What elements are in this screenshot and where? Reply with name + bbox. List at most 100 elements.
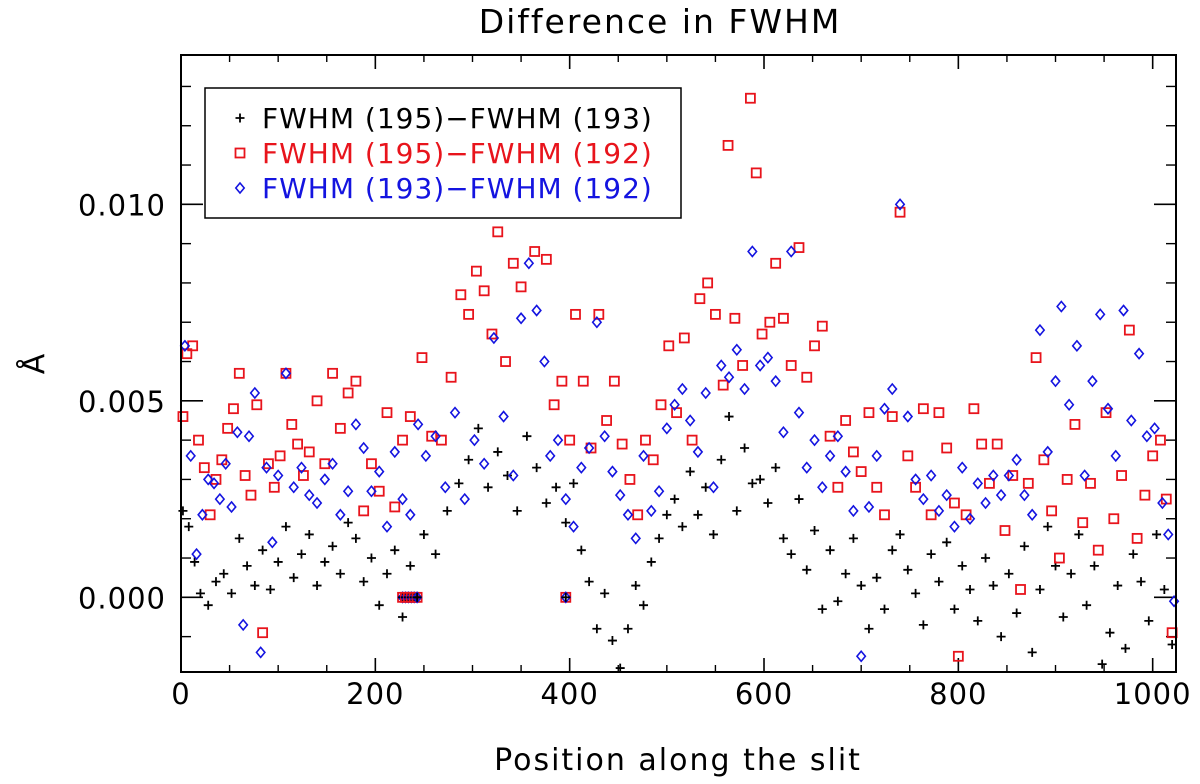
point-square [222,422,234,434]
point-square [1046,505,1058,517]
point-plus [654,533,664,543]
point-diamond [1056,300,1067,313]
point-square [976,438,988,450]
point-plus [1043,522,1053,532]
point-square [245,489,257,501]
point-plus [576,545,586,555]
point-plus [359,577,369,587]
point-plus [879,604,889,614]
point-diamond [817,481,828,494]
point-square [366,458,377,470]
point-diamond [544,449,556,463]
point-diamond [925,469,937,482]
point-square [745,92,756,104]
point-diamond [949,520,960,533]
legend: FWHM (195)−FWHM (193) FWHM (195)−FWHM (1… [204,87,682,219]
series-plus [178,412,1177,673]
point-diamond [770,374,781,388]
point-plus [190,557,200,567]
point-plus [872,573,882,583]
point-square [239,470,251,481]
point-plus [973,616,983,626]
point-plus [693,510,703,520]
point-plus [473,423,483,433]
point-diamond [478,457,490,470]
point-diamond [646,504,657,518]
point-diamond [863,500,875,514]
point-plus [454,478,464,488]
point-plus [646,557,656,567]
point-plus [561,518,571,528]
point-diamond [552,433,564,447]
point-diamond [469,433,480,447]
point-diamond [1094,308,1106,321]
legend-marker [234,181,246,195]
point-diamond [197,508,208,522]
chart-title: Difference in FWHM [479,2,842,41]
point-diamond [1157,496,1168,510]
point-diamond [894,198,906,211]
point-plus [532,463,542,473]
point-plus [419,529,429,539]
point-square [327,367,338,379]
point-plus [1035,584,1045,594]
point-plus [442,506,452,516]
point-square [941,442,953,454]
point-square [334,422,346,434]
point-plus [265,584,275,594]
point-square [832,481,844,493]
point-square [632,509,644,521]
point-square [1038,454,1050,466]
point-plus [670,494,680,504]
point-diamond [995,488,1007,502]
point-square [1123,324,1135,336]
point-plus [1004,569,1014,579]
point-square [702,277,714,289]
point-plus [483,482,493,492]
point-square [540,253,552,265]
point-plus [934,577,944,587]
point-diamond [1149,422,1160,435]
point-diamond [179,339,191,353]
point-plus [390,545,400,555]
point-square [991,438,1003,450]
point-diamond [185,449,196,463]
point-plus [708,529,718,539]
point-square [570,308,581,320]
point-plus [841,569,851,579]
point-plus [895,529,905,539]
point-plus [848,533,858,543]
point-plus [1066,569,1076,579]
point-diamond [296,461,307,474]
point-plus [1058,612,1068,622]
point-plus [833,596,843,606]
point-square [1147,450,1159,462]
point-diamond [202,473,214,486]
point-square [263,458,274,470]
point-square [1108,513,1120,525]
point-square [1100,407,1112,419]
point-plus [732,506,742,516]
point-plus [911,588,921,598]
point-square [311,395,323,407]
point-plus [864,624,874,634]
point-square [358,505,370,517]
point-square [737,360,749,371]
point-plus [584,577,594,587]
point-diamond [607,465,618,478]
point-square [855,466,867,477]
point-plus [965,584,975,594]
point-plus [366,553,376,563]
point-plus [184,522,194,532]
point-diamond [319,473,331,486]
point-diamond [1162,528,1174,541]
point-plus [755,474,765,484]
point-diamond [373,465,385,478]
point-plus [203,600,213,610]
point-square [809,340,820,352]
point-plus [942,537,952,547]
point-square [500,356,511,367]
point-square [177,411,189,422]
point-plus [211,577,221,587]
point-square [624,474,636,485]
